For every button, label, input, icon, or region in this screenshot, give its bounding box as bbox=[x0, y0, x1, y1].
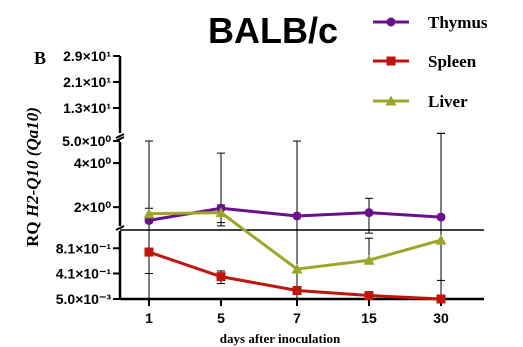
y-tick-label: 5.0×10⁰ bbox=[62, 133, 111, 149]
y-tick-label: 2×10⁰ bbox=[74, 199, 112, 215]
data-point-liver bbox=[363, 254, 375, 265]
x-ticks: 1 5 7 15 30 bbox=[145, 299, 449, 326]
y-axis-label-gene: H2-Q10 (Qa10) bbox=[23, 107, 42, 218]
legend-label-liver: Liver bbox=[428, 92, 468, 111]
series-line-liver bbox=[148, 211, 442, 271]
data-point-liver bbox=[291, 263, 303, 274]
data-point-thymus bbox=[364, 208, 374, 218]
data-point-thymus bbox=[436, 212, 446, 222]
y-tick-label: 4×10⁰ bbox=[74, 155, 112, 171]
y-tick-label: 2.9×10¹ bbox=[63, 48, 111, 64]
data-point-thymus bbox=[292, 211, 302, 221]
series-markers bbox=[143, 203, 447, 304]
x-tick-label: 15 bbox=[361, 310, 377, 326]
axis-break-mark bbox=[115, 225, 125, 231]
data-point-liver bbox=[435, 234, 447, 245]
chart-title: BALB/c bbox=[208, 10, 338, 51]
x-tick-label: 5 bbox=[217, 310, 225, 326]
legend-label-thymus: Thymus bbox=[428, 13, 488, 32]
y-ticks: 5.0×10⁻³ 4.1×10⁻¹ 8.1×10⁻¹ 2×10⁰ 4×10⁰ 5.0×10… bbox=[56, 48, 120, 307]
data-point-spleen bbox=[436, 294, 446, 304]
legend-label-spleen: Spleen bbox=[428, 52, 477, 71]
y-tick-label: 1.3×10¹ bbox=[63, 100, 111, 116]
y-tick-label: 8.1×10⁻¹ bbox=[56, 240, 112, 256]
data-point-liver bbox=[143, 208, 155, 219]
y-tick-label: 5.0×10⁻³ bbox=[56, 291, 112, 307]
x-tick-label: 1 bbox=[145, 310, 153, 326]
data-point-liver bbox=[215, 207, 227, 218]
axis-break-mark bbox=[115, 133, 125, 139]
y-axis-label-prefix: RQ bbox=[23, 217, 42, 247]
y-tick-label: 2.1×10¹ bbox=[63, 74, 111, 90]
legend-swatch-marker-thymus bbox=[386, 17, 396, 27]
series-lines bbox=[148, 206, 442, 301]
y-axis-label: RQ H2-Q10 (Qa10) bbox=[23, 107, 42, 247]
legend-swatch-marker-liver bbox=[385, 95, 397, 106]
data-point-spleen bbox=[292, 285, 302, 295]
y-tick-label: 4.1×10⁻¹ bbox=[56, 265, 112, 281]
legend: Thymus Spleen Liver bbox=[373, 13, 488, 111]
x-tick-label: 7 bbox=[293, 310, 301, 326]
x-axis-label: days after inoculation bbox=[220, 331, 341, 346]
data-point-spleen bbox=[216, 272, 226, 282]
legend-swatch-marker-spleen bbox=[386, 56, 396, 66]
data-point-spleen bbox=[364, 291, 374, 301]
panel-label: B bbox=[34, 48, 46, 68]
x-tick-label: 30 bbox=[433, 310, 449, 326]
data-point-spleen bbox=[144, 247, 154, 257]
